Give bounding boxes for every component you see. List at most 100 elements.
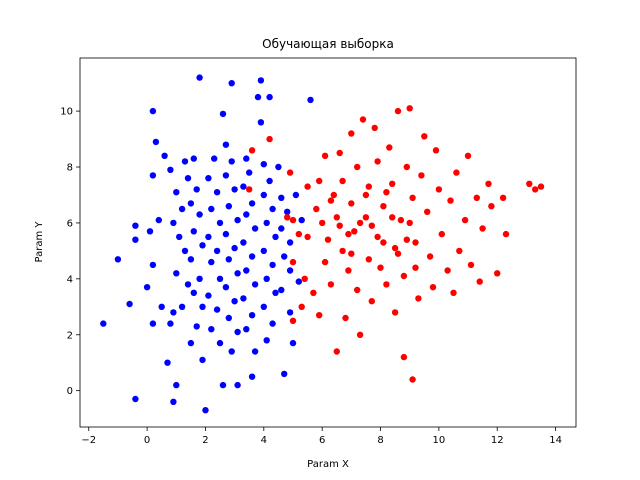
data-point-s1-41 — [371, 124, 378, 132]
data-point-s0-4 — [132, 236, 139, 243]
data-point-s0-83 — [251, 225, 259, 232]
data-point-s0-31 — [190, 155, 197, 162]
data-point-s0-57 — [208, 326, 215, 333]
data-point-s0-6 — [149, 107, 157, 115]
data-point-s0-53 — [208, 258, 215, 266]
data-point-s0-7 — [152, 138, 160, 146]
data-point-s1-30 — [348, 130, 355, 137]
data-point-s1-7 — [289, 317, 297, 324]
x-tick-label: 12 — [491, 435, 504, 446]
data-point-s0-51 — [205, 233, 212, 241]
data-point-s0-8 — [149, 172, 157, 179]
data-point-s0-113 — [286, 239, 294, 246]
data-point-s0-18 — [173, 381, 180, 389]
data-point-s1-92 — [406, 219, 413, 227]
data-point-s1-51 — [394, 107, 402, 115]
data-point-s1-48 — [389, 180, 396, 187]
data-point-s1-68 — [438, 230, 445, 238]
data-point-s1-79 — [479, 225, 486, 232]
data-point-s0-41 — [199, 303, 206, 310]
data-point-s0-106 — [260, 303, 267, 310]
data-point-s1-4 — [284, 214, 291, 221]
data-point-s1-44 — [377, 264, 384, 271]
data-point-s1-55 — [403, 163, 410, 171]
data-point-s0-99 — [269, 205, 276, 213]
data-point-s0-62 — [222, 172, 230, 179]
data-point-s0-15 — [167, 320, 174, 327]
data-point-s1-36 — [359, 116, 367, 123]
data-point-s0-74 — [228, 348, 235, 355]
data-point-s0-39 — [196, 275, 203, 282]
data-point-s1-24 — [333, 348, 340, 355]
data-point-s1-52 — [397, 216, 405, 224]
data-point-s0-100 — [263, 219, 270, 227]
data-point-s0-5 — [132, 222, 139, 229]
data-point-s1-89 — [368, 222, 375, 229]
data-point-s0-116 — [278, 286, 285, 294]
data-point-s0-88 — [240, 295, 247, 302]
data-point-s0-98 — [260, 191, 267, 199]
data-point-s1-86 — [532, 186, 539, 193]
data-point-s0-77 — [219, 381, 227, 389]
data-point-s0-44 — [199, 356, 206, 364]
data-point-s1-47 — [386, 144, 393, 151]
data-point-s1-28 — [345, 267, 352, 274]
data-point-s0-109 — [266, 93, 273, 101]
x-tick-label: −2 — [81, 435, 96, 446]
data-point-s0-20 — [167, 166, 174, 173]
data-point-s0-34 — [187, 200, 195, 207]
data-point-s1-13 — [310, 289, 317, 296]
data-point-s1-74 — [461, 216, 469, 224]
data-point-s1-73 — [456, 247, 463, 255]
data-point-s0-46 — [211, 155, 218, 162]
data-point-s1-60 — [415, 295, 422, 302]
data-point-s1-83 — [499, 194, 507, 201]
x-axis-ticks: −2 0 2 4 6 8 10 12 14 — [81, 427, 562, 446]
data-point-s1-17 — [321, 152, 329, 159]
data-point-s0-84 — [240, 239, 247, 246]
data-point-s0-65 — [234, 216, 241, 224]
data-point-s0-12 — [143, 284, 151, 291]
data-point-s0-17 — [170, 398, 177, 405]
data-point-s1-87 — [537, 183, 545, 190]
data-point-s1-97 — [383, 189, 390, 196]
data-point-s0-101 — [272, 233, 279, 241]
data-point-s0-66 — [222, 230, 230, 238]
data-point-s0-79 — [246, 169, 253, 176]
data-point-s0-78 — [243, 155, 250, 162]
data-point-s1-70 — [447, 197, 454, 204]
data-point-s1-20 — [321, 258, 329, 266]
data-point-s0-32 — [184, 175, 192, 182]
data-point-s1-57 — [409, 194, 416, 201]
data-point-s1-35 — [356, 331, 364, 338]
data-point-s1-22 — [330, 191, 337, 199]
data-point-s0-91 — [251, 348, 259, 355]
data-point-s0-29 — [170, 309, 177, 316]
data-point-s1-19 — [324, 236, 332, 243]
data-point-s0-48 — [213, 189, 221, 196]
data-point-s1-2 — [266, 135, 273, 143]
data-point-s0-10 — [146, 228, 154, 235]
data-point-s0-82 — [243, 211, 250, 218]
data-point-s0-107 — [269, 320, 276, 327]
data-point-s0-38 — [187, 256, 195, 263]
data-point-s1-32 — [351, 228, 358, 235]
data-point-s0-90 — [243, 326, 250, 333]
data-point-s0-63 — [231, 186, 238, 193]
data-point-s1-14 — [316, 177, 323, 185]
data-point-s0-102 — [260, 247, 267, 255]
data-point-s1-66 — [432, 147, 440, 154]
data-point-s0-96 — [260, 161, 267, 168]
data-point-s0-110 — [278, 194, 285, 201]
data-point-s1-84 — [502, 230, 510, 238]
data-point-s1-63 — [424, 208, 431, 215]
data-point-s1-26 — [339, 177, 346, 185]
data-point-s0-14 — [158, 303, 165, 310]
data-point-s0-33 — [193, 186, 200, 193]
data-point-s1-65 — [429, 284, 437, 291]
data-point-s1-45 — [380, 203, 387, 210]
data-point-s0-118 — [281, 370, 288, 378]
data-point-s1-62 — [421, 133, 428, 140]
data-point-s0-80 — [240, 183, 247, 190]
